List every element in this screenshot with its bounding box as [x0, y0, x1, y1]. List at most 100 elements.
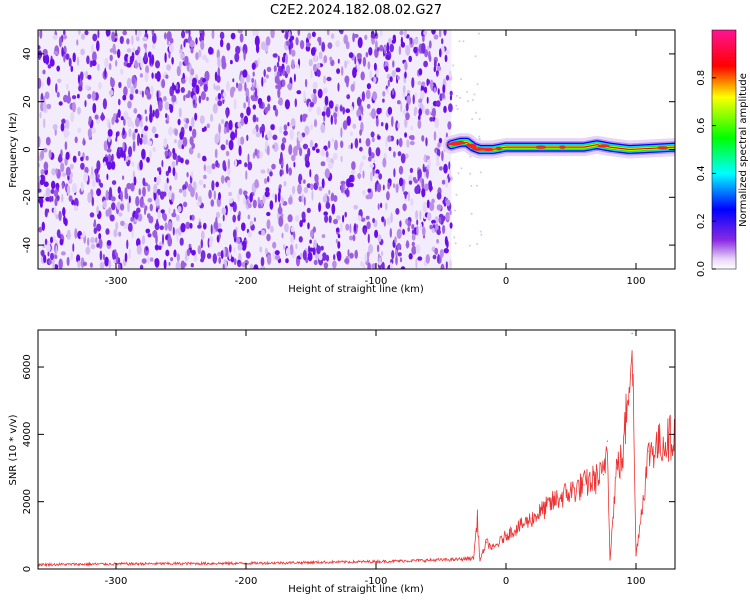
noise-blob [331, 203, 336, 215]
noise-blob [392, 183, 396, 188]
noise-blob [135, 36, 140, 42]
noise-blob [303, 90, 306, 102]
noise-blob [41, 221, 45, 231]
noise-blob [445, 177, 449, 188]
noise-blob [141, 129, 144, 135]
noise-blob [349, 235, 353, 241]
y-tick-label: 40 [22, 48, 33, 61]
noise-blob [299, 220, 303, 228]
noise-blob [240, 136, 245, 145]
noise-blob [310, 183, 314, 191]
noise-blob [185, 30, 189, 34]
noise-blob [38, 188, 42, 193]
noise-blob [366, 83, 371, 90]
noise-blob [98, 233, 102, 240]
noise-dot [478, 32, 480, 35]
noise-blob [270, 30, 275, 39]
noise-blob [393, 151, 396, 158]
noise-blob [163, 96, 167, 102]
noise-blob [425, 137, 428, 147]
noise-blob [60, 122, 65, 132]
noise-blob [72, 102, 76, 113]
noise-blob [241, 240, 247, 251]
noise-blob [325, 150, 329, 158]
noise-blob [54, 197, 58, 207]
noise-blob [85, 85, 90, 90]
noise-blob [256, 117, 259, 122]
noise-blob [112, 161, 116, 170]
noise-blob [313, 119, 318, 128]
noise-blob [240, 116, 245, 126]
noise-blob [165, 249, 170, 257]
noise-blob [77, 260, 81, 268]
noise-blob [116, 112, 119, 124]
noise-blob [226, 42, 231, 51]
noise-blob [62, 207, 66, 217]
noise-blob [244, 162, 248, 168]
noise-blob [392, 60, 395, 68]
noise-blob [45, 54, 50, 65]
noise-blob [276, 61, 280, 68]
noise-blob [120, 220, 125, 226]
noise-blob [286, 64, 291, 75]
noise-blob [115, 221, 119, 231]
noise-blob [260, 256, 265, 267]
noise-blob [409, 167, 414, 173]
noise-blob [141, 235, 146, 245]
noise-blob [168, 151, 172, 157]
noise-blob [376, 183, 382, 193]
noise-blob [382, 157, 387, 168]
noise-blob [360, 260, 364, 267]
noise-blob [51, 180, 56, 190]
noise-blob [91, 90, 96, 101]
noise-blob [291, 49, 296, 57]
noise-blob [433, 66, 436, 73]
noise-blob [308, 58, 313, 67]
noise-blob [91, 166, 94, 176]
noise-blob [151, 54, 155, 66]
noise-blob [359, 146, 363, 152]
noise-blob [80, 48, 85, 56]
noise-blob [351, 106, 354, 112]
noise-blob [102, 254, 106, 260]
noise-blob [405, 218, 409, 225]
noise-blob [201, 54, 207, 61]
noise-blob [91, 127, 96, 134]
noise-blob [78, 85, 83, 92]
colorbar-gradient [711, 29, 737, 270]
noise-blob [142, 177, 146, 186]
noise-blob [285, 53, 288, 65]
noise-blob [85, 70, 88, 80]
noise-blob [43, 118, 46, 129]
noise-blob [367, 156, 372, 162]
noise-blob [321, 234, 326, 239]
noise-blob [385, 137, 388, 148]
noise-blob [145, 30, 148, 34]
noise-blob [122, 30, 127, 36]
noise-blob [436, 72, 439, 77]
noise-blob [362, 155, 367, 160]
noise-blob [128, 248, 132, 260]
noise-blob [167, 191, 171, 197]
noise-blob [203, 184, 206, 188]
noise-blob [107, 153, 112, 162]
noise-blob [162, 233, 164, 245]
noise-blob [179, 237, 184, 246]
noise-blob [412, 176, 417, 182]
noise-blob [234, 159, 238, 167]
noise-blob [379, 30, 383, 37]
noise-blob [47, 251, 50, 257]
noise-blob [303, 179, 306, 184]
noise-blob [371, 263, 377, 269]
noise-blob [217, 228, 223, 233]
noise-blob [141, 148, 146, 160]
noise-blob [180, 87, 185, 93]
noise-blob [293, 146, 298, 157]
noise-blob [200, 250, 206, 261]
noise-blob [305, 160, 310, 168]
noise-blob [200, 258, 205, 263]
noise-blob [439, 166, 443, 171]
noise-blob [58, 210, 62, 221]
noise-blob [338, 30, 343, 33]
noise-blob [189, 222, 193, 229]
